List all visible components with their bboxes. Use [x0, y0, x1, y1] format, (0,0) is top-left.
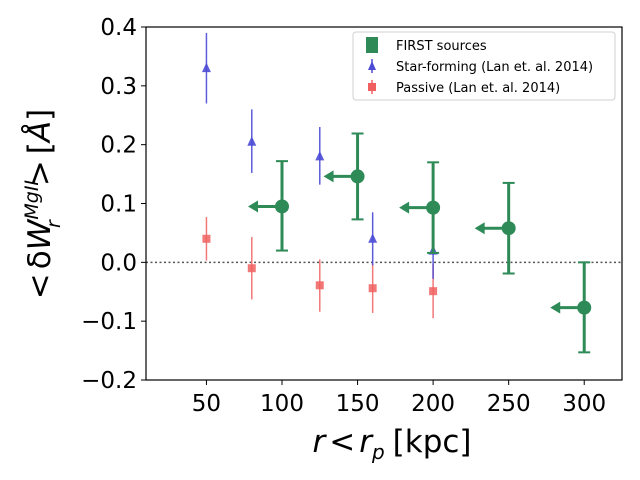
series-layer — [201, 32, 592, 354]
x-tick-label-5: 300 — [562, 391, 606, 417]
passive-point-3 — [368, 284, 377, 293]
passive-point-4 — [429, 287, 438, 296]
first-point-3 — [501, 221, 516, 236]
x-tick-label-3: 200 — [411, 391, 455, 417]
first-point-0 — [275, 199, 289, 214]
passive-point-0 — [202, 234, 211, 243]
y-tick-label-2: 0.0 — [100, 250, 137, 276]
first-point-4 — [577, 300, 592, 315]
y-tick-label-4: 0.2 — [100, 133, 137, 159]
first-limit-arrow-head-0 — [248, 200, 258, 213]
legend-first-label: FIRST sources — [396, 39, 487, 54]
legend-box — [352, 31, 616, 101]
first-point-2 — [426, 200, 441, 215]
y-tick-label-5: 0.3 — [100, 74, 137, 100]
star-forming-point-2 — [315, 150, 325, 161]
y-axis-title: <δWMgIIr>[Å] — [21, 109, 65, 300]
y-tick-label-1: −0.1 — [81, 309, 137, 335]
legend-passive-label: Passive (Lan et. al. 2014) — [396, 81, 560, 96]
x-axis-title: r < rp [kpc] — [312, 424, 471, 464]
legend-star-forming-label: Star-forming (Lan et. al. 2014) — [396, 60, 593, 75]
x-tick-label-1: 100 — [260, 391, 304, 417]
legend-passive-marker — [368, 83, 376, 91]
star-forming-point-1 — [247, 136, 257, 146]
legend-star-forming-marker — [368, 61, 376, 70]
y-tick-label-0: −0.2 — [81, 368, 137, 394]
passive-point-1 — [247, 264, 256, 273]
legend-first-marker — [366, 39, 378, 51]
axes: 50 100 150 200 250 300 −0.2 −0.1 0.0 0.1 0.2 0.3 0.4 — [81, 15, 623, 417]
star-forming-point-0 — [201, 62, 211, 73]
first-point-1 — [350, 169, 365, 184]
first-limit-arrow-head-1 — [323, 170, 334, 183]
y-tick-label-3: 0.1 — [100, 192, 137, 218]
legend: FIRST sources Star-forming (Lan et. al. 2… — [352, 31, 616, 101]
first-limit-arrow-head-2 — [399, 201, 410, 214]
first-limit-arrow-head-4 — [550, 301, 561, 314]
y-tick-label-6: 0.4 — [100, 15, 137, 41]
star-forming-point-3 — [368, 233, 378, 243]
x-tick-label-0: 50 — [192, 391, 221, 417]
passive-point-2 — [315, 281, 324, 290]
x-tick-label-4: 250 — [487, 391, 531, 417]
series-first-sources — [248, 132, 592, 354]
x-tick-label-2: 150 — [336, 391, 380, 417]
first-limit-arrow-head-3 — [474, 222, 485, 235]
